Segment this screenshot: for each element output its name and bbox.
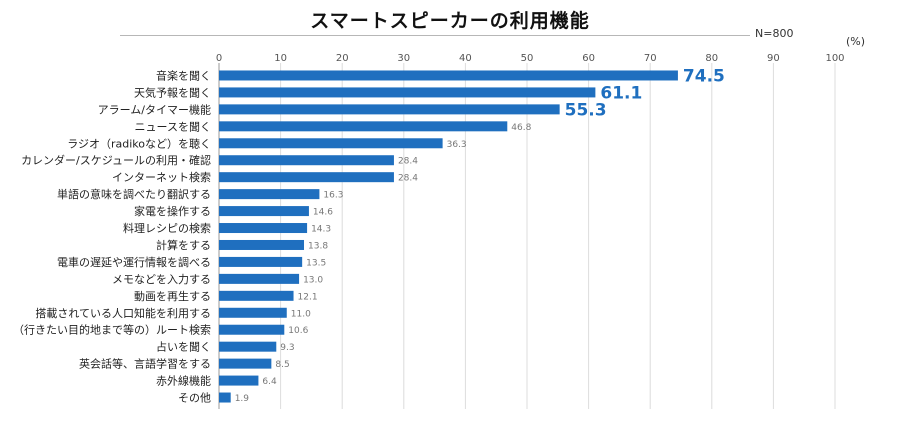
bar xyxy=(219,307,287,318)
category-label: 天気予報を聞く xyxy=(134,85,211,99)
bar xyxy=(219,121,508,132)
title-underline xyxy=(120,35,750,36)
category-label: カレンダー/スケジュールの利用・確認 xyxy=(21,153,211,167)
category-label: 電車の遅延や運行情報を調べる xyxy=(57,255,211,269)
bar xyxy=(219,206,309,217)
value-label: 46.8 xyxy=(511,123,531,133)
x-tick-label: 0 xyxy=(216,53,222,64)
category-label: 計算をする xyxy=(156,238,211,252)
category-label: その他 xyxy=(178,392,211,405)
bar xyxy=(219,290,294,301)
bar xyxy=(219,273,300,284)
x-tick-label: 60 xyxy=(582,53,595,64)
category-label: 音楽を聞く xyxy=(156,68,211,82)
category-label: インターネット検索 xyxy=(112,170,211,184)
value-label: 1.9 xyxy=(235,394,250,404)
x-tick-label: 30 xyxy=(397,53,410,64)
bar xyxy=(219,324,285,335)
bar xyxy=(219,358,272,369)
chart-title: スマートスピーカーの利用機能 xyxy=(310,10,590,32)
value-label: 61.1 xyxy=(600,83,642,103)
value-label: 16.3 xyxy=(323,191,343,201)
category-label: 単語の意味を調べたり翻訳する xyxy=(57,187,211,201)
value-label: 28.4 xyxy=(398,174,418,184)
bar xyxy=(219,138,443,149)
value-label: 9.3 xyxy=(280,343,294,353)
unit-label: (%) xyxy=(846,35,866,48)
category-label: 動画を再生する xyxy=(134,289,211,303)
category-label: 占いを聞く xyxy=(156,340,211,354)
category-label: 料理レシピの検索 xyxy=(123,221,211,235)
x-tick-label: 50 xyxy=(521,53,534,64)
value-label: 13.5 xyxy=(306,258,326,268)
value-label: 28.4 xyxy=(398,157,418,167)
bar xyxy=(219,189,320,200)
category-label: 赤外線機能 xyxy=(156,374,211,388)
bar xyxy=(219,256,303,267)
bar xyxy=(219,104,560,115)
bar xyxy=(219,375,259,386)
bar xyxy=(219,223,308,234)
x-tick-label: 20 xyxy=(336,53,349,64)
bar xyxy=(219,341,277,352)
bar xyxy=(219,172,394,183)
category-label: ラジオ（radikoなど）を聴く xyxy=(67,137,211,150)
sample-size-label: N=800 xyxy=(755,27,794,40)
value-label: 11.0 xyxy=(291,309,311,319)
category-label: （行きたい目的地まで等の）ルート検索 xyxy=(13,323,211,337)
category-label: 英会話等、言語学習をする xyxy=(79,357,211,371)
value-label: 13.0 xyxy=(303,275,323,285)
x-tick-label: 80 xyxy=(705,53,718,64)
bar xyxy=(219,70,678,81)
category-label: 家電を操作する xyxy=(134,204,211,218)
value-label: 12.1 xyxy=(298,292,318,302)
value-label: 10.6 xyxy=(288,326,308,336)
category-label: 搭載されている人口知能を利用する xyxy=(35,306,211,320)
value-label: 36.3 xyxy=(447,140,467,150)
bar xyxy=(219,87,596,98)
x-tick-label: 10 xyxy=(274,53,287,64)
x-tick-label: 100 xyxy=(825,53,844,64)
value-label: 8.5 xyxy=(275,360,289,370)
bar xyxy=(219,392,231,403)
category-label: アラーム/タイマー機能 xyxy=(98,102,211,116)
x-tick-label: 70 xyxy=(644,53,657,64)
category-label: ニュースを聞く xyxy=(135,120,211,133)
value-label: 14.3 xyxy=(311,225,331,235)
bar xyxy=(219,239,305,250)
value-label: 14.6 xyxy=(313,208,333,218)
value-label: 6.4 xyxy=(262,377,277,387)
value-label: 74.5 xyxy=(683,66,725,86)
x-tick-label: 90 xyxy=(767,53,780,64)
bar xyxy=(219,155,394,166)
x-tick-label: 40 xyxy=(459,53,472,64)
category-label: メモなどを入力する xyxy=(112,273,211,286)
value-label: 55.3 xyxy=(565,100,607,120)
value-label: 13.8 xyxy=(308,241,328,251)
